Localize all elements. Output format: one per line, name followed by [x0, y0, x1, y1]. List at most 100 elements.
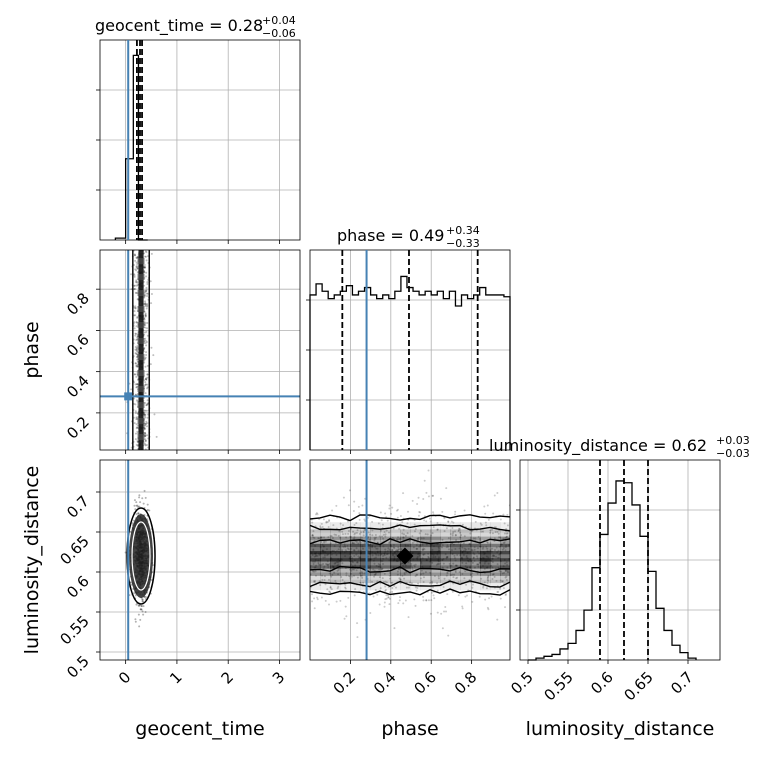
- scatter-point: [130, 388, 133, 391]
- scatter-point: [145, 351, 148, 354]
- scatter-point: [504, 546, 507, 549]
- scatter-point: [353, 542, 356, 545]
- scatter-point: [134, 393, 137, 396]
- title-phase-text: phase = 0.49: [337, 226, 444, 245]
- scatter-point: [355, 547, 358, 550]
- scatter-point: [144, 378, 147, 381]
- density-cell: [400, 529, 411, 540]
- scatter-point: [146, 416, 149, 419]
- scatter-point: [495, 546, 498, 549]
- scatter-point: [425, 599, 428, 602]
- scatter-point: [359, 574, 362, 577]
- scatter-point: [445, 527, 448, 530]
- scatter-point: [144, 289, 147, 292]
- scatter-point: [136, 383, 139, 386]
- scatter-point: [411, 499, 414, 502]
- scatter-point: [146, 386, 149, 389]
- scatter-point: [338, 530, 341, 533]
- scatter-point: [479, 545, 482, 548]
- scatter-point: [402, 492, 405, 495]
- scatter-point: [136, 281, 139, 284]
- scatter-point: [144, 315, 147, 318]
- scatter-point: [484, 521, 487, 524]
- scatter-point: [413, 523, 416, 526]
- scatter-point: [381, 577, 384, 580]
- scatter-point: [424, 571, 427, 574]
- scatter-point: [320, 536, 323, 539]
- density-cell: [330, 565, 341, 576]
- density-cell: [390, 522, 401, 533]
- scatter-point: [329, 590, 332, 593]
- scatter-point: [505, 569, 508, 572]
- scatter-point: [333, 545, 336, 548]
- scatter-point: [375, 536, 378, 539]
- scatter-point: [337, 585, 340, 588]
- scatter-point: [141, 598, 144, 601]
- scatter-point: [349, 575, 352, 578]
- density-cell: [460, 543, 471, 555]
- scatter-point: [423, 519, 426, 522]
- scatter-point: [373, 539, 376, 542]
- scatter-point: [144, 302, 147, 305]
- scatter-point: [476, 563, 479, 566]
- scatter-point: [145, 292, 148, 295]
- scatter-point: [405, 586, 408, 589]
- scatter-point: [429, 612, 432, 615]
- scatter-point: [138, 505, 141, 508]
- scatter-point: [313, 597, 316, 600]
- scatter-point: [353, 536, 356, 539]
- density-cell: [320, 543, 331, 555]
- scatter-point: [479, 539, 482, 542]
- scatter-point: [136, 351, 139, 354]
- scatter-point: [153, 413, 156, 416]
- dist_hist-frame: [519, 459, 721, 661]
- scatter-point: [436, 589, 439, 592]
- scatter-point: [454, 534, 457, 537]
- scatter-point: [440, 546, 443, 549]
- scatter-point: [345, 574, 348, 577]
- scatter-point: [146, 422, 149, 425]
- scatter-point: [381, 523, 384, 526]
- density-cell: [430, 536, 441, 548]
- scatter-point: [383, 605, 386, 608]
- scatter-point: [143, 489, 146, 492]
- scatter-point: [363, 542, 366, 545]
- scatter-point: [504, 576, 507, 579]
- scatter-point: [134, 334, 137, 337]
- scatter-point: [456, 576, 459, 579]
- scatter-point: [144, 337, 147, 340]
- scatter-point: [143, 426, 146, 429]
- scatter-point: [340, 575, 343, 578]
- density-cell: [310, 529, 321, 540]
- scatter-point: [315, 512, 318, 515]
- scatter-point: [388, 548, 391, 551]
- scatter-point: [506, 571, 509, 574]
- density-cell: [490, 543, 501, 555]
- scatter-point: [134, 346, 137, 349]
- scatter-point: [331, 573, 334, 576]
- scatter-point: [440, 612, 443, 615]
- scatter-point: [377, 562, 380, 565]
- scatter-point: [320, 522, 323, 525]
- density-cell: [450, 579, 461, 591]
- scatter-point: [135, 261, 138, 264]
- scatter-point: [361, 574, 364, 577]
- density-cell: [390, 572, 401, 584]
- scatter-point: [445, 487, 448, 490]
- scatter-point: [145, 289, 148, 292]
- scatter-point: [396, 538, 399, 541]
- scatter-point: [441, 510, 444, 513]
- density-cell: [410, 536, 421, 548]
- scatter-point: [135, 501, 138, 504]
- scatter-point: [334, 579, 337, 582]
- scatter-point: [136, 412, 139, 415]
- scatter-point: [134, 432, 137, 435]
- scatter-point: [357, 505, 360, 508]
- scatter-point: [382, 533, 385, 536]
- scatter-point: [145, 286, 148, 289]
- scatter-point: [436, 522, 439, 525]
- scatter-point: [399, 578, 402, 581]
- title-luminosity-distance: luminosity_distance = 0.62 +0.03 −0.03: [489, 434, 750, 460]
- scatter-point: [414, 563, 417, 566]
